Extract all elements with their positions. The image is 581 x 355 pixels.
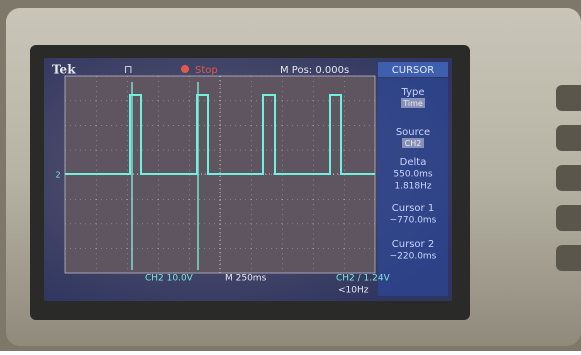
- side-button[interactable]: [556, 245, 581, 271]
- trigger-level: CH2 / 1.24V: [336, 274, 391, 284]
- trigger-icon: ⊓: [124, 63, 133, 76]
- brand: Tek: [52, 63, 76, 77]
- status: Stop: [195, 65, 218, 76]
- menu-title: CURSOR: [392, 65, 434, 76]
- status-dot: [181, 65, 189, 73]
- menu-line: −220.0ms: [390, 252, 437, 262]
- scope-photo: 2 Tek ⊓ Stop M Pos: 0.000s CURSOR Type T…: [0, 0, 581, 351]
- channel-scale: CH2 10.0V: [145, 274, 194, 284]
- menu-label[interactable]: Type: [401, 87, 425, 98]
- position: M Pos: 0.000s: [280, 65, 349, 76]
- frequency: <10Hz: [338, 286, 369, 296]
- side-button[interactable]: [556, 125, 581, 151]
- menu-line: 1.818Hz: [394, 182, 432, 192]
- menu-label[interactable]: Cursor 2: [392, 239, 434, 250]
- menu-label[interactable]: Source: [396, 127, 430, 138]
- menu-value: CH2: [405, 139, 422, 148]
- menu-label[interactable]: Cursor 1: [392, 203, 434, 214]
- menu-value: Time: [402, 99, 423, 108]
- time-scale: M 250ms: [225, 274, 267, 284]
- menu-line: 550.0ms: [393, 170, 433, 180]
- channel-marker: 2: [55, 171, 60, 180]
- side-button[interactable]: [556, 205, 581, 231]
- side-button[interactable]: [556, 165, 581, 191]
- menu-line: −770.0ms: [390, 216, 437, 226]
- menu-label: Delta: [400, 157, 427, 168]
- side-button[interactable]: [556, 85, 581, 111]
